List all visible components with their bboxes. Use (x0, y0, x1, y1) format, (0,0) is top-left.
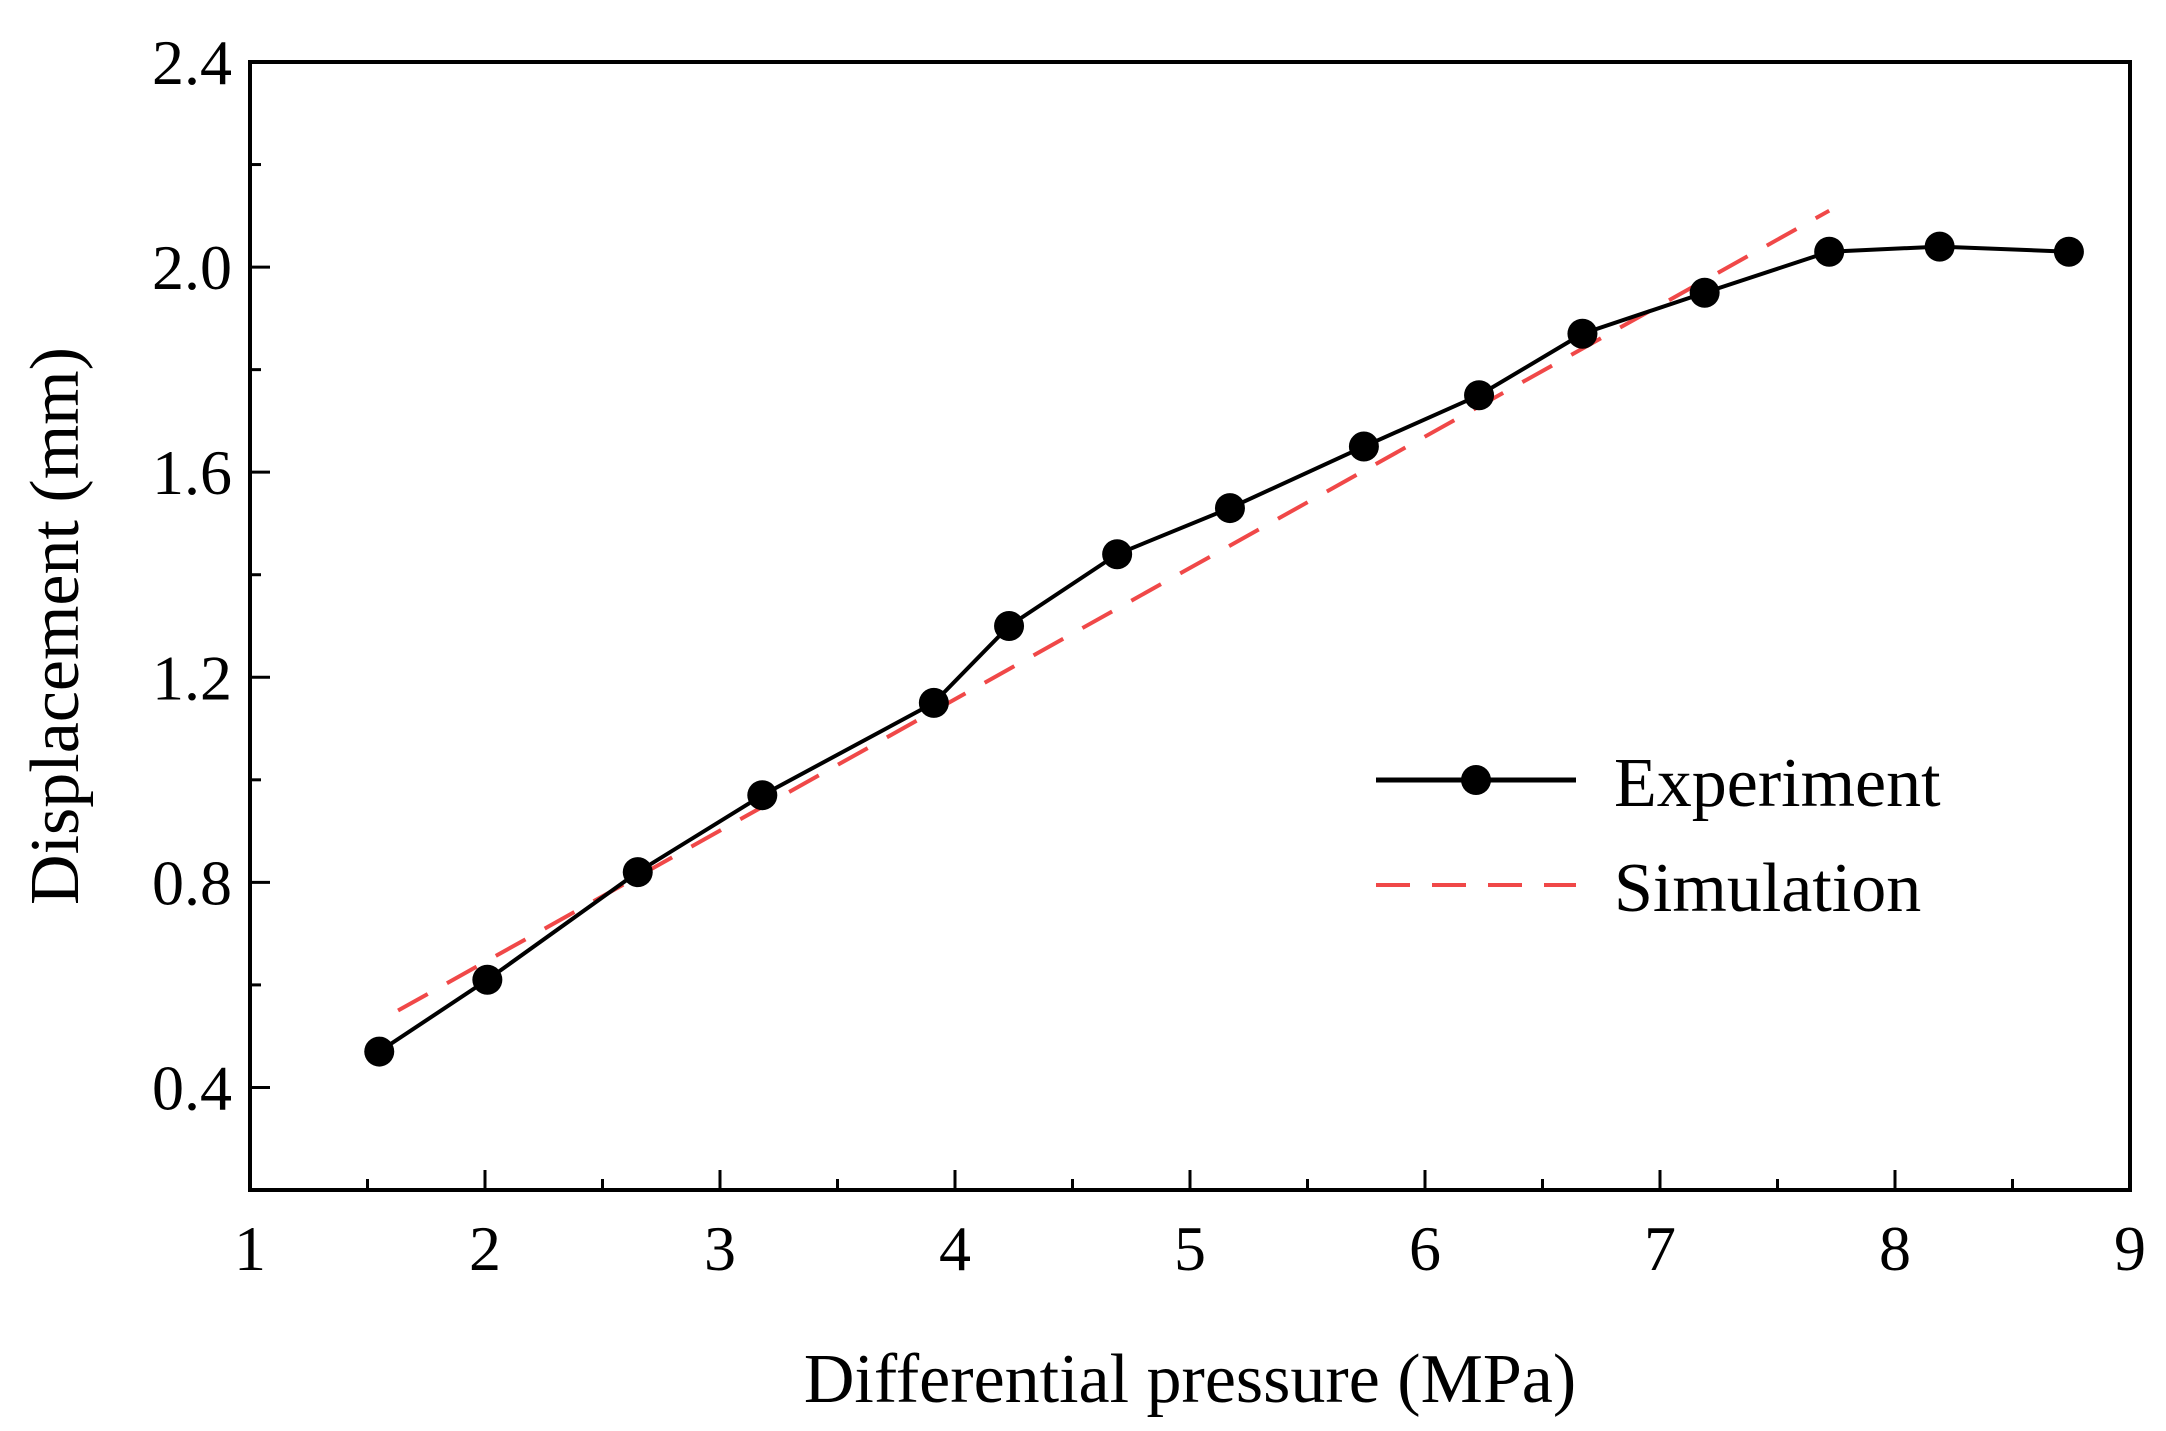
experiment-point (1102, 539, 1133, 570)
x-tick-label: 1 (234, 1213, 266, 1284)
experiment-point (1214, 493, 1245, 524)
experiment-point (1689, 277, 1720, 308)
legend-simulation-label: Simulation (1614, 850, 1921, 927)
y-tick-label: 0.8 (152, 847, 232, 918)
x-axis-title: Differential pressure (MPa) (804, 1341, 1576, 1418)
x-axis-ticks: 1 2 3 4 5 6 7 8 9 (234, 1170, 2146, 1284)
x-tick-label: 8 (1879, 1213, 1911, 1284)
x-tick-label: 5 (1174, 1213, 1206, 1284)
y-axis-title: Displacement (mm) (17, 347, 94, 905)
experiment-point (364, 1036, 395, 1067)
legend-experiment-marker (1461, 765, 1491, 795)
plot-frame (248, 60, 2132, 1192)
x-tick-label: 7 (1644, 1213, 1676, 1284)
experiment-point (1924, 231, 1955, 262)
legend: Experiment Simulation (1376, 745, 1941, 927)
x-tick-label: 6 (1409, 1213, 1441, 1284)
x-tick-label: 3 (704, 1213, 736, 1284)
x-tick-label: 4 (939, 1213, 971, 1284)
experiment-point (1464, 380, 1495, 411)
x-tick-label: 9 (2114, 1213, 2146, 1284)
experiment-point (1814, 236, 1845, 267)
experiment-point (472, 964, 503, 995)
experiment-series (364, 231, 2084, 1067)
experiment-point (1348, 431, 1379, 462)
y-tick-label: 0.4 (152, 1052, 232, 1123)
experiment-point (994, 611, 1025, 641)
y-tick-label: 1.2 (152, 642, 232, 713)
experiment-point (918, 687, 949, 718)
experiment-point (622, 857, 653, 888)
experiment-line (378, 244, 2069, 1054)
legend-experiment-label: Experiment (1614, 745, 1941, 822)
y-tick-label: 2.0 (152, 232, 232, 303)
experiment-point (2053, 236, 2084, 267)
y-axis-ticks: 0.4 0.8 1.2 1.6 2.0 2.4 (152, 27, 270, 1192)
y-tick-label: 2.4 (152, 27, 232, 98)
y-tick-label: 1.6 (152, 437, 232, 508)
x-tick-label: 2 (469, 1213, 501, 1284)
experiment-point (1567, 318, 1598, 349)
experiment-point (747, 780, 778, 811)
